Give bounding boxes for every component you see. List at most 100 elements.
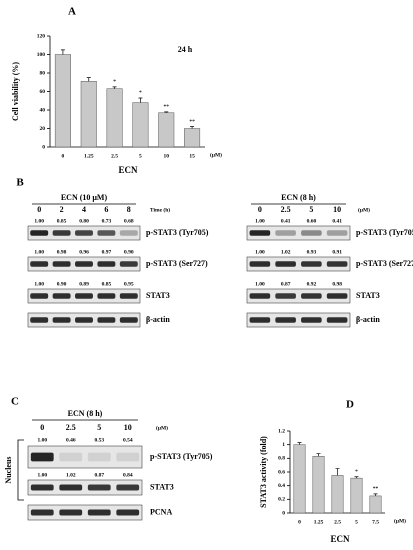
band: [30, 484, 54, 491]
band-label: p-STAT3 (Ser727): [146, 259, 208, 268]
x-tick-label: 15: [189, 153, 195, 159]
band: [75, 317, 93, 323]
lane-label: 2.5: [66, 423, 76, 432]
band-label: p-STAT3 (Tyr705): [146, 228, 209, 237]
band: [97, 293, 116, 299]
band-label: p-STAT3 (Tyr705): [150, 452, 213, 461]
significance: *: [355, 469, 358, 475]
lane-label: 10: [333, 205, 341, 214]
quantification: 0.87: [281, 281, 291, 287]
x-tick-label: 7.5: [372, 519, 379, 525]
band: [249, 293, 271, 299]
nucleus-bracket: [17, 439, 24, 501]
y-tick-label: 0.2: [278, 497, 285, 503]
quantification: 0.90: [57, 281, 67, 287]
quantification: 1.00: [255, 218, 265, 224]
band: [59, 452, 83, 462]
bar: [132, 102, 149, 148]
x-tick-label: 1.25: [84, 153, 94, 159]
blot-strip: [27, 504, 143, 521]
quantification: 1.00: [34, 281, 44, 287]
error-bar: [316, 453, 321, 457]
band: [97, 317, 116, 323]
lane-unit: (μM): [156, 424, 168, 431]
blot-strip: [27, 479, 143, 496]
y-tick-label: 0: [282, 510, 285, 516]
panel-label: D: [346, 399, 354, 411]
band: [301, 230, 322, 236]
quantification: 0.96: [79, 249, 89, 255]
blot-strip: [246, 288, 351, 304]
quantification: 1.02: [66, 472, 76, 478]
y-tick-label: 20: [40, 126, 46, 132]
blot-strip: [246, 225, 351, 241]
lane-label: 4: [82, 205, 86, 214]
lane-label: 2: [60, 205, 64, 214]
quantification: 0.84: [123, 472, 133, 478]
quantification: 0.46: [66, 437, 76, 443]
band-label: STAT3: [146, 291, 170, 300]
y-tick-label: 40: [40, 107, 46, 113]
lane-unit: (μM): [358, 206, 370, 213]
x-tick-label: 1.25: [314, 519, 324, 525]
band: [326, 293, 348, 299]
y-axis-label: STAT3 activity (fold): [259, 436, 268, 508]
band: [116, 484, 140, 491]
quantification: 1.00: [37, 437, 47, 443]
band: [301, 293, 322, 299]
blot-title: ECN (8 h): [281, 193, 316, 202]
quantification: 0.80: [79, 218, 89, 224]
significance: **: [373, 486, 379, 492]
panel-label: A: [68, 6, 76, 18]
bar: [80, 81, 97, 148]
error-bar: [112, 86, 117, 89]
quantification: 0.41: [332, 218, 342, 224]
x-tick-label: 0: [62, 153, 65, 159]
band: [52, 293, 71, 299]
quantification: 0.90: [124, 249, 134, 255]
band: [116, 452, 140, 462]
quantification: 0.98: [57, 249, 67, 255]
y-tick-label: 0.8: [278, 456, 285, 462]
y-tick-label: 120: [37, 33, 46, 39]
band: [59, 509, 83, 516]
band: [275, 261, 296, 267]
band-label: STAT3: [150, 482, 174, 491]
quantification: 0.89: [79, 281, 89, 287]
blot-strip: [246, 312, 351, 328]
x-tick-label: 10: [164, 153, 170, 159]
lane-label: 5: [97, 423, 101, 432]
band: [301, 261, 322, 267]
band-label: PCNA: [150, 507, 172, 516]
lane-label: 10: [124, 423, 132, 432]
quantification: 0.87: [94, 472, 104, 478]
quantification: 0.97: [102, 249, 112, 255]
bar: [331, 475, 344, 514]
band: [301, 317, 322, 323]
unit-label: (μM): [394, 517, 406, 524]
y-tick-label: 1: [282, 442, 285, 448]
quantification: 1.00: [255, 281, 265, 287]
bar: [54, 54, 71, 148]
error-bar: [138, 97, 143, 103]
lane-label: 0: [258, 205, 262, 214]
band: [87, 484, 111, 491]
band: [30, 293, 49, 299]
band: [275, 293, 296, 299]
quantification: 0.85: [57, 218, 67, 224]
band: [52, 261, 71, 267]
band: [119, 317, 138, 323]
unit-label: (μM): [210, 151, 222, 158]
band: [87, 509, 111, 516]
error-bar: [335, 468, 340, 476]
quantification: 1.02: [281, 249, 291, 255]
error-bar: [190, 126, 195, 129]
band: [249, 261, 271, 267]
error-bar: [354, 476, 359, 479]
y-tick-label: 0.4: [278, 483, 285, 489]
band: [249, 317, 271, 323]
quantification: 1.00: [255, 249, 265, 255]
y-tick-label: 0.6: [278, 469, 285, 475]
band-label: STAT3: [356, 291, 380, 300]
band: [30, 317, 49, 323]
